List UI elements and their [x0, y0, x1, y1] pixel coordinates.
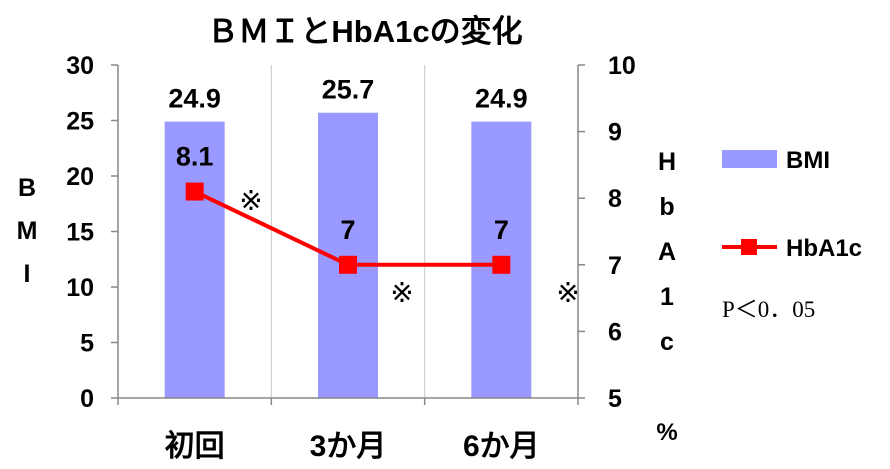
- right-axis-label: HbA 1 c: [658, 148, 676, 356]
- left-tick-label: 0: [80, 385, 94, 413]
- data-label-hba1c: 8.1: [176, 142, 214, 172]
- left-tick-label: 25: [66, 108, 94, 136]
- data-label-hba1c: 7: [494, 215, 509, 245]
- bar-bmi: [164, 121, 225, 399]
- right-axis-label-char: 1: [660, 283, 674, 311]
- right-tick-label: 7: [608, 252, 622, 280]
- x-tick-label: 3か月: [310, 430, 387, 463]
- x-tick-label: 6か月: [463, 430, 540, 463]
- data-label-bmi: 24.9: [168, 84, 221, 114]
- data-label-bmi: 25.7: [322, 75, 375, 105]
- significance-mark: ※: [390, 277, 413, 308]
- left-axis-ticks: 0 5 10 15 20 25 30: [66, 52, 118, 413]
- marker-hba1c: [492, 255, 511, 274]
- marker-hba1c: [185, 182, 204, 201]
- left-tick-label: 30: [66, 52, 94, 80]
- left-tick-label: 20: [66, 163, 94, 191]
- right-axis-label-char: A: [658, 238, 676, 266]
- x-axis-labels: 初回 3か月 6か月: [165, 430, 540, 463]
- right-axis-label-char: H: [658, 148, 676, 176]
- significance-marks: ※ ※ ※: [239, 185, 579, 308]
- legend-label-hba1c: HbA1c: [786, 235, 862, 262]
- legend: BMI HbA1c: [722, 147, 862, 262]
- right-tick-label: 6: [608, 318, 622, 346]
- data-label-hba1c: 7: [340, 215, 355, 245]
- left-axis-label-char: I: [24, 260, 31, 288]
- marker-hba1c: [339, 255, 357, 274]
- left-tick-label: 5: [80, 330, 94, 358]
- right-tick-label: 8: [608, 185, 622, 213]
- right-tick-label: 10: [608, 52, 636, 80]
- right-tick-label: 5: [608, 385, 622, 413]
- left-axis-label: BMI: [17, 174, 38, 288]
- chart-title: ＢＭＩとHbA1cの変化: [207, 14, 522, 49]
- right-axis-ticks: 5 6 7 8 9 10: [578, 52, 636, 413]
- significance-mark: ※: [239, 185, 262, 216]
- data-label-bmi: 24.9: [475, 84, 528, 114]
- right-axis-unit: %: [656, 419, 677, 446]
- legend-swatch-bmi: [722, 150, 777, 168]
- legend-marker-hba1c: [741, 239, 757, 255]
- right-axis-label-char: c: [660, 328, 674, 356]
- right-axis-label-char: b: [659, 193, 674, 221]
- left-tick-label: 10: [66, 274, 94, 302]
- left-tick-label: 15: [66, 219, 94, 247]
- significance-mark: ※: [556, 277, 579, 308]
- data-labels: 24.9 25.7 24.9 8.1 7 7: [168, 75, 527, 245]
- left-axis-label-char: B: [18, 174, 36, 202]
- significance-note: P＜0．05: [722, 297, 815, 322]
- right-tick-label: 9: [608, 119, 622, 147]
- bar-series-bmi: [164, 112, 532, 399]
- line-series-hba1c: [185, 182, 511, 274]
- x-tick-label: 初回: [165, 430, 225, 463]
- left-axis-label-char: M: [17, 217, 38, 245]
- legend-label-bmi: BMI: [786, 147, 830, 174]
